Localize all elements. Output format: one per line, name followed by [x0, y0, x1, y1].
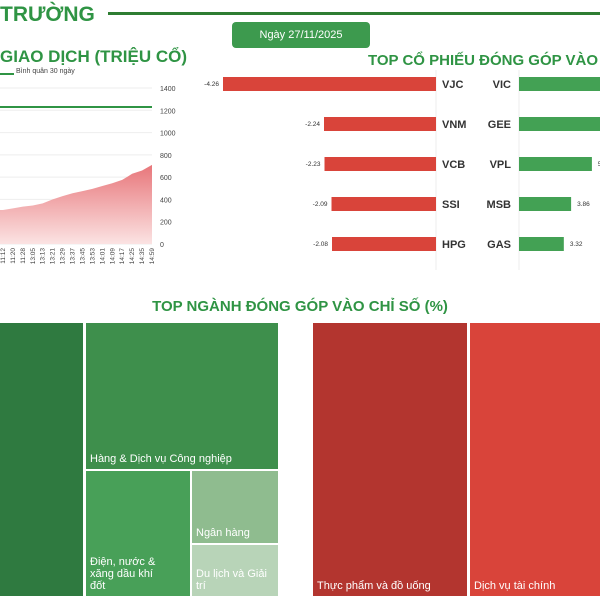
volume-area	[0, 164, 152, 244]
x-tick-label: 14:09	[109, 248, 116, 265]
y-tick-label: 800	[160, 153, 172, 160]
negative-bar	[223, 77, 436, 91]
positive-ticker: VPL	[490, 159, 512, 171]
x-tick-label: 14:35	[139, 248, 146, 265]
x-tick-label: 14:25	[129, 248, 136, 265]
y-tick-label: 0	[160, 242, 164, 249]
negative-bar-value: -2.09	[313, 201, 328, 208]
negative-ticker: HPG	[442, 239, 466, 251]
positive-ticker: MSB	[487, 199, 512, 211]
x-tick-label: 13:37	[70, 248, 77, 265]
negative-bar	[332, 237, 436, 251]
x-tick-label: 11:28	[20, 248, 27, 264]
x-tick-label: 13:29	[60, 248, 67, 265]
treemap-cell	[0, 323, 83, 596]
x-tick-label: 14:01	[99, 248, 106, 265]
treemap-cell: Ngân hàng	[192, 471, 278, 543]
treemap-cell-label: Điện, nước & xăng dầu khí đốt	[90, 556, 156, 592]
y-tick-label: 200	[160, 220, 172, 227]
negative-ticker: VJC	[442, 79, 463, 91]
positive-ticker: VIC	[493, 79, 511, 91]
x-tick-label: 14:17	[119, 248, 126, 265]
y-tick-label: 1200	[160, 108, 176, 115]
y-tick-label: 1000	[160, 131, 176, 138]
y-tick-label: 600	[160, 175, 172, 182]
volume-area-chart: 0 200 400 600 800 1000 1200 1400 11:12 11:20 11:28…	[0, 86, 176, 265]
treemap-cell: Điện, nước & xăng dầu khí đốt	[86, 471, 190, 596]
x-tick-label: 13:45	[79, 248, 86, 265]
negative-bar-value: -2.08	[313, 241, 328, 248]
header-divider	[108, 12, 600, 15]
top-stocks-title: TOP CỔ PHIẾU ĐÓNG GÓP VÀO CH	[368, 52, 600, 69]
negative-ticker: SSI	[442, 199, 460, 211]
top-stocks-bar-chart: -4.26 VJC -2.24 VNM -2.23 VCB -2.09 SSI -2.08 HPG…	[204, 70, 600, 270]
x-tick-label: 14:59	[149, 248, 156, 265]
negative-ticker: VNM	[442, 119, 466, 131]
treemap-cell-label: Dịch vụ tài chính	[474, 580, 556, 592]
positive-bar-value: 5	[598, 161, 600, 168]
x-tick-label: 13:53	[89, 248, 96, 265]
positive-bar	[519, 157, 592, 171]
date-badge: Ngày 27/11/2025	[232, 22, 370, 48]
positive-bar-value: 3.86	[577, 201, 590, 208]
treemap-cell-label: Thực phẩm và đồ uống	[317, 580, 431, 592]
positive-ticker: GAS	[487, 239, 511, 251]
negative-ticker: VCB	[442, 159, 465, 171]
positive-bar	[519, 237, 564, 251]
x-tick-label: 13:05	[30, 248, 37, 265]
y-tick-label: 1400	[160, 86, 176, 93]
positive-ticker: GEE	[488, 119, 511, 131]
treemap-cell-label: Ngân hàng	[196, 527, 250, 539]
x-tick-label: 13:21	[50, 248, 57, 265]
legend-label: Bình quân 30 ngày	[16, 68, 75, 75]
negative-bar	[324, 117, 436, 131]
treemap-cell: Dịch vụ tài chính	[470, 323, 600, 596]
negative-bar-value: -4.26	[204, 81, 219, 88]
treemap-cell: Thực phẩm và đồ uống	[313, 323, 467, 596]
x-tick-label: 11:20	[10, 248, 17, 264]
page-title: TRƯỜNG	[0, 3, 95, 26]
positive-bar-value: 3.32	[570, 241, 583, 248]
x-tick-label: 11:12	[0, 248, 7, 264]
negative-bar	[331, 197, 436, 211]
treemap-cell: Hàng & Dịch vụ Công nghiệp	[86, 323, 278, 469]
treemap-cell-label: Hàng & Dịch vụ Công nghiệp	[90, 453, 232, 465]
negative-bar-value: -2.23	[306, 161, 321, 168]
treemap-cell-label: Du lịch và Giải trí	[196, 568, 267, 592]
sector-treemap-title: TOP NGÀNH ĐÓNG GÓP VÀO CHỈ SỐ (%)	[152, 298, 448, 315]
positive-bar	[519, 77, 600, 91]
positive-bar	[519, 197, 572, 211]
volume-chart-title: GIAO DỊCH (TRIỆU CỔ)	[0, 47, 187, 66]
y-tick-label: 400	[160, 197, 172, 204]
x-tick-label: 13:13	[40, 248, 47, 265]
negative-bar-value: -2.24	[305, 121, 320, 128]
positive-bar	[519, 117, 600, 131]
negative-bar	[324, 157, 436, 171]
legend-line	[0, 73, 14, 75]
treemap-cell: Du lịch và Giải trí	[192, 545, 278, 596]
